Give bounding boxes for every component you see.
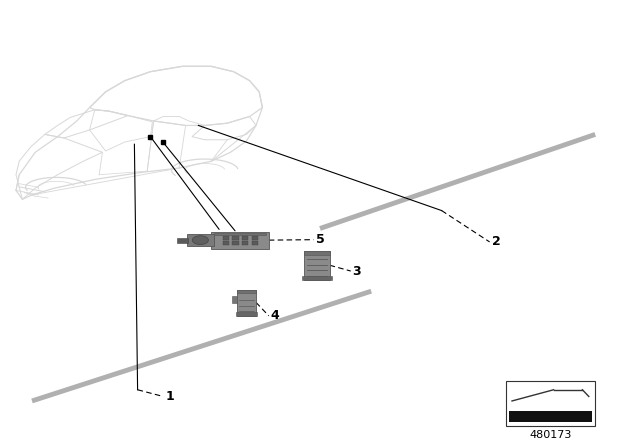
Ellipse shape <box>192 236 209 245</box>
Bar <box>236 312 257 316</box>
Text: 1: 1 <box>165 390 174 403</box>
Bar <box>509 411 592 422</box>
Bar <box>223 241 229 245</box>
Text: 2: 2 <box>492 235 500 249</box>
Bar <box>237 290 256 293</box>
Bar <box>302 276 332 280</box>
Bar <box>211 232 269 249</box>
Text: 5: 5 <box>316 233 324 246</box>
Bar <box>304 251 330 280</box>
Bar <box>177 237 188 243</box>
Bar <box>242 241 248 245</box>
Bar <box>506 381 595 426</box>
Bar <box>232 236 239 240</box>
Text: 3: 3 <box>353 264 361 278</box>
Bar <box>304 251 330 255</box>
Bar <box>252 241 258 245</box>
Bar <box>237 290 256 316</box>
Text: 4: 4 <box>271 309 280 323</box>
Bar <box>252 236 258 240</box>
Bar <box>223 236 229 240</box>
Text: 480173: 480173 <box>529 430 572 439</box>
Bar <box>242 236 248 240</box>
Bar <box>214 233 266 235</box>
Bar <box>232 297 237 303</box>
Bar <box>232 241 239 245</box>
Bar <box>187 234 214 246</box>
